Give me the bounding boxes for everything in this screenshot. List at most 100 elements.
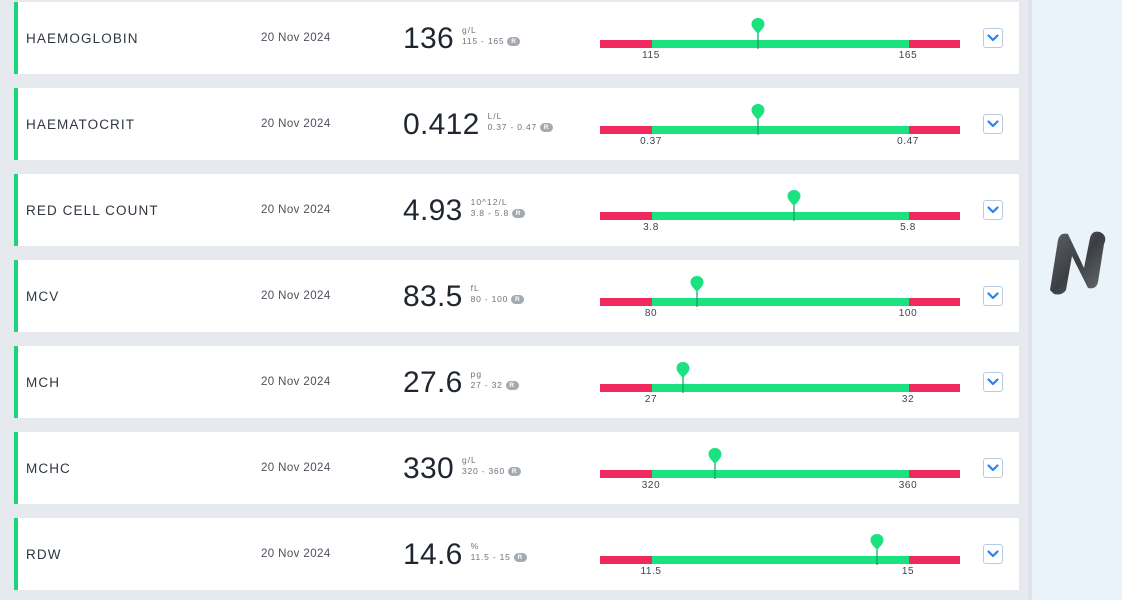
reference-range: 11.5 - 15 R <box>471 552 527 563</box>
reference-range: 320 - 360 R <box>462 466 522 477</box>
result-value: 27.6 <box>403 366 463 399</box>
range-info-badge[interactable]: R <box>507 37 521 47</box>
test-date: 20 Nov 2024 <box>261 376 331 388</box>
reference-range-text: 3.8 - 5.8 <box>470 208 509 218</box>
reference-range: 3.8 - 5.8 R <box>471 208 525 219</box>
range-bar-normal-zone <box>652 212 909 220</box>
result-value-group: 0.412 L/L 0.37 - 0.47 R <box>403 107 554 147</box>
test-result-card: HAEMOGLOBIN 20 Nov 2024 136 g/L 115 - 16… <box>14 2 1019 74</box>
range-info-badge[interactable]: R <box>508 467 522 477</box>
range-bar <box>600 384 960 392</box>
map-pin-icon <box>751 104 765 135</box>
result-value-group: 14.6 % 11.5 - 15 R <box>403 537 527 577</box>
range-bar-normal-zone <box>652 470 909 478</box>
range-bar-high-zone <box>909 384 960 392</box>
map-pin-icon <box>708 448 722 479</box>
test-result-card: MCV 20 Nov 2024 83.5 fL 80 - 100 R 80 100 <box>14 260 1019 332</box>
test-date: 20 Nov 2024 <box>261 462 331 474</box>
expand-button[interactable] <box>983 544 1003 564</box>
range-bar <box>600 212 960 220</box>
test-name: MCHC <box>26 461 71 476</box>
test-date: 20 Nov 2024 <box>261 32 331 44</box>
test-result-card: RDW 20 Nov 2024 14.6 % 11.5 - 15 R 11.5 1… <box>14 518 1019 590</box>
result-value-group: 83.5 fL 80 - 100 R <box>403 279 525 319</box>
range-info-badge[interactable]: R <box>511 209 525 219</box>
range-high-label: 32 <box>901 394 915 405</box>
result-value: 136 <box>403 22 454 55</box>
map-pin-icon <box>787 190 801 221</box>
chevron-down-icon <box>987 292 999 300</box>
result-unit: L/L <box>487 111 503 121</box>
range-bar-normal-zone <box>652 40 909 48</box>
test-name: MCV <box>26 289 60 304</box>
unit-and-range: g/L 320 - 360 R <box>462 451 522 477</box>
range-bar-low-zone <box>600 470 652 478</box>
range-high-label: 0.47 <box>897 136 919 147</box>
reference-range-text: 27 - 32 <box>470 380 503 390</box>
result-value: 4.93 <box>403 194 463 227</box>
range-low-label: 115 <box>642 50 660 61</box>
range-low-label: 11.5 <box>640 566 662 577</box>
chevron-down-icon <box>987 550 999 558</box>
result-value: 83.5 <box>403 280 463 313</box>
range-info-badge[interactable]: R <box>540 123 554 133</box>
expand-button[interactable] <box>983 114 1003 134</box>
result-value-group: 136 g/L 115 - 165 R <box>403 21 521 61</box>
chevron-down-icon <box>987 120 999 128</box>
result-unit: fL <box>470 283 480 293</box>
range-bar-normal-zone <box>652 298 909 306</box>
range-high-label: 165 <box>898 50 918 61</box>
range-bar <box>600 298 960 306</box>
range-high-label: 360 <box>898 480 918 491</box>
reference-range-text: 11.5 - 15 <box>470 552 511 562</box>
range-high-label: 100 <box>898 308 918 319</box>
range-info-badge[interactable]: R <box>505 381 519 391</box>
result-unit: % <box>470 541 480 551</box>
unit-and-range: 10^12/L 3.8 - 5.8 R <box>471 193 525 219</box>
range-bar <box>600 126 960 134</box>
reference-range-text: 115 - 165 <box>461 36 505 46</box>
result-value: 14.6 <box>403 538 463 571</box>
range-bar-high-zone <box>909 126 960 134</box>
unit-and-range: g/L 115 - 165 R <box>462 21 521 47</box>
range-bar-high-zone <box>909 212 960 220</box>
range-bar-high-zone <box>909 470 960 478</box>
range-low-label: 0.37 <box>640 136 662 147</box>
test-date: 20 Nov 2024 <box>261 548 331 560</box>
reference-range: 27 - 32 R <box>471 380 519 391</box>
panel-scroll-edge <box>1028 0 1032 600</box>
reference-range: 0.37 - 0.47 R <box>488 122 554 133</box>
chevron-down-icon <box>987 34 999 42</box>
expand-button[interactable] <box>983 28 1003 48</box>
range-bar-low-zone <box>600 40 652 48</box>
range-low-label: 3.8 <box>643 222 659 233</box>
test-name: HAEMATOCRIT <box>26 117 136 132</box>
result-unit: 10^12/L <box>470 197 508 207</box>
expand-button[interactable] <box>983 286 1003 306</box>
reference-range: 80 - 100 R <box>471 294 525 305</box>
brand-logo-icon <box>1044 228 1114 303</box>
expand-button[interactable] <box>983 200 1003 220</box>
range-info-badge[interactable]: R <box>513 553 527 563</box>
range-high-label: 5.8 <box>900 222 916 233</box>
unit-and-range: fL 80 - 100 R <box>471 279 525 305</box>
map-pin-icon <box>751 18 765 49</box>
chevron-down-icon <box>987 206 999 214</box>
result-value-group: 4.93 10^12/L 3.8 - 5.8 R <box>403 193 525 233</box>
range-low-label: 27 <box>644 394 658 405</box>
chevron-down-icon <box>987 464 999 472</box>
range-info-badge[interactable]: R <box>511 295 525 305</box>
test-name: RED CELL COUNT <box>26 203 159 218</box>
range-bar-low-zone <box>600 126 652 134</box>
result-value-group: 330 g/L 320 - 360 R <box>403 451 522 491</box>
expand-button[interactable] <box>983 458 1003 478</box>
result-unit: g/L <box>461 25 477 35</box>
range-bar-low-zone <box>600 556 652 564</box>
reference-range: 115 - 165 R <box>462 36 521 47</box>
unit-and-range: % 11.5 - 15 R <box>471 537 527 563</box>
test-date: 20 Nov 2024 <box>261 118 331 130</box>
map-pin-icon <box>676 362 690 393</box>
test-result-card: HAEMATOCRIT 20 Nov 2024 0.412 L/L 0.37 -… <box>14 88 1019 160</box>
range-bar <box>600 470 960 478</box>
expand-button[interactable] <box>983 372 1003 392</box>
